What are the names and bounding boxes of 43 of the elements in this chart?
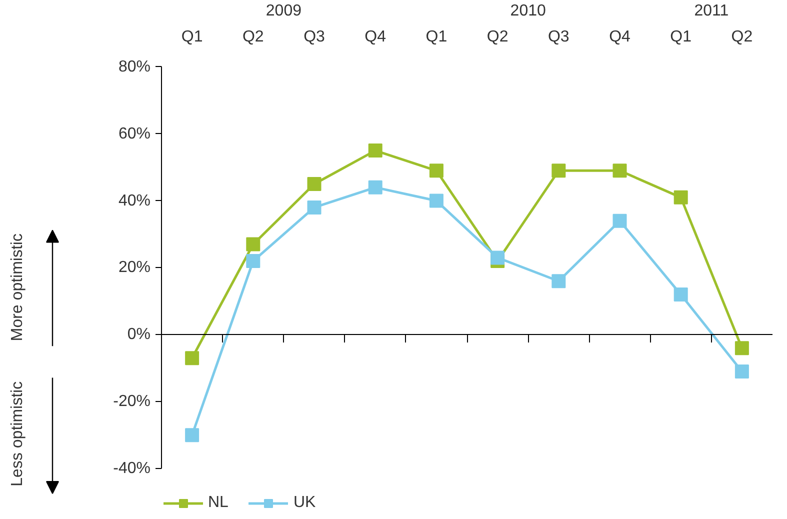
text: More optimistic [9, 234, 26, 342]
point [185, 351, 200, 366]
legend-label: NL [208, 494, 228, 512]
x-tick-label: Q2 [486, 28, 508, 46]
point [674, 190, 688, 204]
point [368, 144, 382, 158]
legend-label: UK [293, 494, 316, 512]
point [734, 364, 749, 379]
x-tick-label: Q2 [731, 28, 753, 46]
x-tick-label: Q3 [548, 28, 570, 46]
y-tick-label: -20% [113, 393, 151, 410]
x-tick-label: Q1 [181, 28, 203, 46]
point [612, 214, 627, 228]
y-tick-label: 0% [127, 326, 150, 344]
y-tick-label: 60% [118, 125, 151, 142]
point [185, 428, 200, 442]
x-tick-label: Q2 [242, 28, 264, 46]
point [490, 250, 505, 265]
x-tick-label: Q3 [304, 28, 326, 46]
point [246, 254, 260, 268]
point [674, 288, 688, 302]
point [734, 341, 749, 356]
text: Less optimistic [9, 381, 26, 486]
x-tick-label: Q1 [426, 28, 448, 46]
point [429, 194, 444, 208]
point [552, 274, 566, 288]
point [552, 164, 566, 178]
text: 2009 [266, 2, 302, 20]
point [612, 164, 627, 178]
x-tick-label: Q4 [609, 28, 631, 46]
point [368, 180, 382, 194]
x-tick-label: Q1 [670, 28, 692, 46]
y-tick-label: 80% [118, 58, 151, 76]
point [307, 200, 322, 214]
text: 2011 [694, 2, 729, 20]
y-tick-label: 40% [118, 192, 151, 210]
point [246, 237, 260, 252]
x-tick-label: Q4 [364, 28, 386, 46]
y-tick-label: 20% [118, 259, 151, 276]
point [307, 177, 322, 192]
text: 2010 [510, 2, 546, 20]
y-tick-label: -40% [113, 460, 151, 478]
point [429, 164, 444, 178]
